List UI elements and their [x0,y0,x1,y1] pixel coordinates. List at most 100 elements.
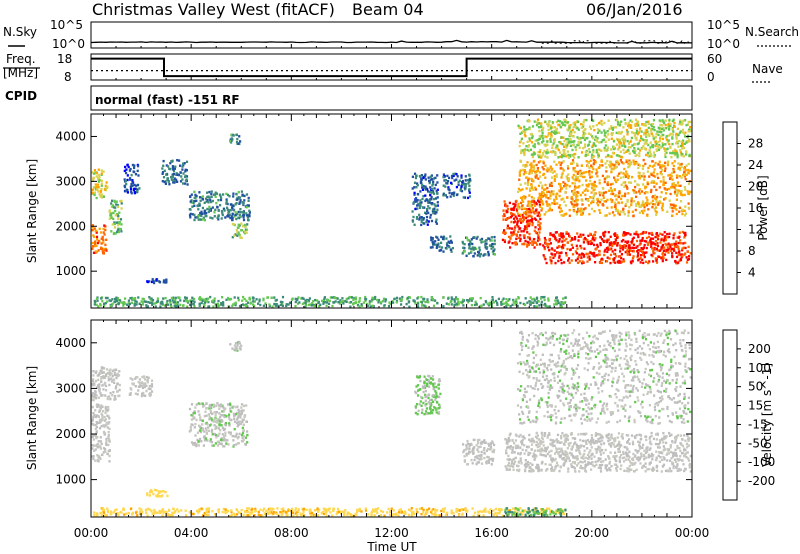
data-cell [536,121,539,124]
data-cell [643,209,646,212]
data-cell [228,417,231,420]
data-cell [616,236,619,239]
data-cell [633,147,636,150]
data-cell [550,176,554,179]
data-cell [623,260,626,263]
data-cell [582,120,585,124]
data-cell [199,418,202,422]
data-cell [619,171,623,174]
data-cell [571,190,574,193]
data-cell [536,239,540,242]
data-cell [515,209,519,213]
data-cell [102,424,105,427]
data-cell [587,143,590,146]
data-cell [650,132,653,136]
data-cell [201,212,204,215]
data-cell [610,200,613,204]
data-cell [643,133,646,136]
data-cell [96,386,99,389]
data-cell [672,118,675,121]
data-cell [528,205,531,208]
data-cell [531,155,534,159]
data-cell [582,147,585,150]
data-cell [533,238,536,241]
data-cell [661,204,664,208]
data-cell [664,119,667,122]
data-cell [546,190,549,194]
data-cell [229,203,232,206]
data-cell [683,173,686,177]
data-cell [652,171,655,174]
data-cell [514,225,517,228]
data-cell [643,142,646,145]
data-cell [102,410,105,413]
data-cell [106,185,109,189]
data-cell [618,154,621,158]
data-cell [415,217,419,220]
data-cell [664,149,667,152]
data-cell [651,123,655,126]
data-cell [227,431,230,434]
data-cell [119,227,122,231]
data-cell [190,414,193,417]
data-cell [532,241,535,244]
data-cell [444,179,447,182]
data-cell [420,295,423,299]
data-cell [466,196,470,200]
data-cell [590,207,594,211]
data-cell [92,438,95,441]
freq-tick-low: 8 [64,70,72,84]
data-cell [202,405,205,408]
data-cell [624,138,627,141]
data-cell [603,121,606,125]
data-cell [531,136,534,140]
data-cell [425,198,429,201]
data-cell [105,181,108,184]
data-cell [535,170,538,173]
data-cell [664,181,667,184]
data-cell [502,218,505,221]
data-cell [512,217,516,220]
data-cell [592,195,595,198]
data-cell [229,140,232,143]
data-cell [639,261,642,264]
data-cell [602,194,605,197]
data-cell [632,236,635,239]
data-cell [428,180,431,183]
data-cell [526,183,530,187]
data-cell [560,305,563,308]
data-cell [102,383,105,387]
data-cell [585,179,588,182]
data-cell [203,303,206,306]
data-cell [111,298,114,301]
data-cell [231,204,235,207]
data-cell [651,233,654,236]
data-cell [218,407,221,410]
data-cell [644,139,647,142]
data-cell [151,278,154,281]
data-cell [538,231,541,234]
data-cell [549,183,552,187]
data-cell [608,257,611,260]
data-cell [673,204,676,207]
data-cell [524,130,527,133]
data-cell [130,185,133,188]
data-cell [440,235,443,239]
data-cell [633,232,636,236]
data-cell [493,235,496,239]
data-cell [659,241,662,244]
data-cell [592,167,595,171]
data-cell [232,133,235,137]
data-cell [501,238,504,242]
data-cell [540,300,543,304]
data-cell [502,209,505,212]
data-cell [231,434,234,438]
data-cell [641,138,644,141]
data-cell [102,375,106,379]
data-cell [92,423,96,427]
data-cell [411,210,414,213]
data-cell [97,177,100,180]
data-cell [117,205,120,208]
data-cell [452,172,455,176]
data-cell [585,160,588,163]
